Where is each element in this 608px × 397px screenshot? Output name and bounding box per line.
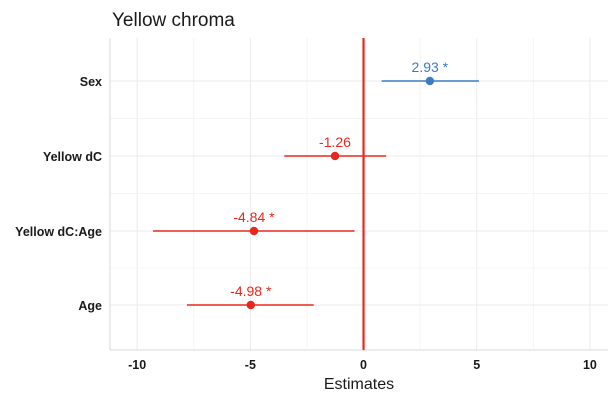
estimate-point (246, 300, 255, 310)
x-tick-label: 0 (360, 358, 367, 372)
estimate-value-label: -1.26 (319, 134, 351, 150)
chart-title: Yellow chroma (112, 10, 235, 31)
y-tick-label: Yellow dC:Age (15, 225, 102, 239)
estimates-series: 2.93 * -1.26 -4.84 * -4.98 * (153, 59, 479, 310)
x-tick-label: -10 (128, 358, 146, 372)
x-tick-label: -5 (245, 358, 256, 372)
estimate-value-label: -4.84 * (233, 209, 275, 225)
y-tick-label: Yellow dC (43, 150, 102, 164)
x-axis-title: Estimates (324, 376, 394, 393)
y-tick-label: Sex (80, 75, 102, 89)
estimate-value-label: 2.93 * (412, 59, 449, 75)
x-tick-label: 10 (583, 358, 597, 372)
estimate-point (249, 226, 259, 236)
estimate-point (425, 76, 435, 86)
y-tick-label: Age (78, 299, 102, 313)
y-axis-labels: Sex Yellow dC Yellow dC:Age Age (15, 75, 102, 313)
x-tick-label: 5 (473, 358, 480, 372)
estimate-value-label: -4.98 * (230, 283, 272, 299)
grid-layer (110, 38, 608, 350)
x-axis-tick-labels: -10 -5 0 5 10 (128, 358, 597, 372)
estimate-point (330, 151, 340, 161)
